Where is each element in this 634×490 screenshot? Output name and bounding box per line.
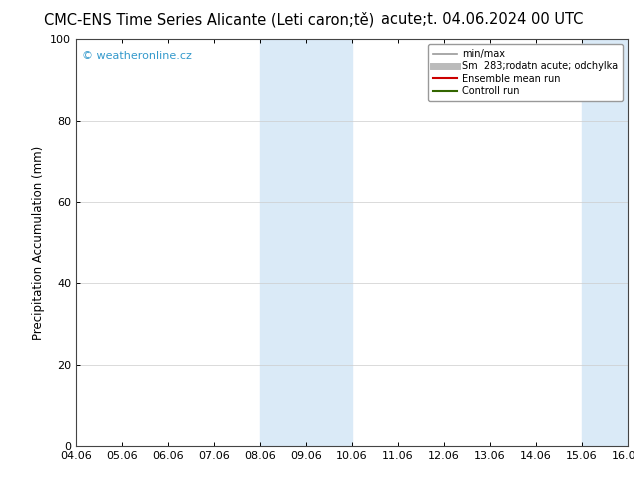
Y-axis label: Precipitation Accumulation (mm): Precipitation Accumulation (mm) (32, 146, 44, 340)
Text: CMC-ENS Time Series Alicante (Leti caron;tě): CMC-ENS Time Series Alicante (Leti caron… (44, 12, 374, 28)
Bar (260, 39, 352, 446)
Bar (581, 39, 628, 446)
Legend: min/max, Sm  283;rodatn acute; odchylka, Ensemble mean run, Controll run: min/max, Sm 283;rodatn acute; odchylka, … (428, 44, 623, 101)
Text: acute;t. 04.06.2024 00 UTC: acute;t. 04.06.2024 00 UTC (380, 12, 583, 27)
Text: © weatheronline.cz: © weatheronline.cz (82, 51, 191, 61)
